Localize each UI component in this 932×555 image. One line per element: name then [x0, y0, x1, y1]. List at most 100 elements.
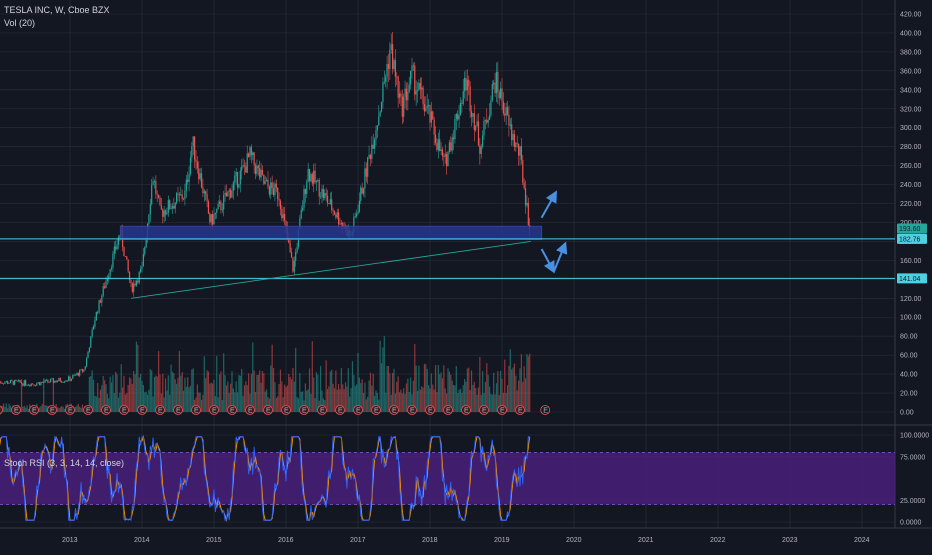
volume-bar: [137, 344, 139, 412]
volume-bar: [387, 366, 390, 412]
price-axis-label: 320.00: [900, 106, 922, 113]
candle-body: [320, 196, 322, 198]
volume-bar: [432, 384, 434, 412]
volume-bar: [116, 374, 118, 412]
volume-bar: [360, 383, 362, 412]
candle-body: [145, 238, 147, 248]
candle-body: [79, 370, 81, 376]
volume-bar: [329, 371, 331, 412]
earnings-marker-icon: [119, 405, 129, 415]
volume-bar: [457, 393, 459, 412]
candle-body: [423, 104, 426, 112]
candle-body: [59, 378, 61, 382]
candle-body: [422, 87, 424, 105]
candle-body: [47, 379, 49, 383]
volume-bar: [144, 392, 146, 412]
volume-bar: [123, 375, 125, 412]
candle-body: [281, 208, 283, 219]
candle-body: [400, 93, 402, 97]
candle-body: [461, 102, 463, 104]
volume-bar: [203, 356, 205, 412]
volume-bar: [403, 388, 405, 412]
volume-bar: [177, 377, 179, 412]
candle-body: [225, 192, 228, 197]
volume-bar: [484, 381, 486, 412]
candle-body: [495, 71, 498, 94]
volume-bar: [518, 380, 520, 412]
candle-body: [88, 347, 90, 353]
candle-body: [5, 381, 7, 383]
volume-bar: [529, 353, 531, 412]
volume-bar: [160, 393, 162, 412]
candle-body: [200, 173, 203, 188]
candle-body: [166, 212, 168, 215]
volume-bar: [128, 377, 131, 412]
candle-body: [99, 300, 102, 303]
volume-bar: [426, 368, 428, 412]
candle-body: [464, 77, 466, 92]
candle-body: [230, 189, 232, 198]
time-axis-label: 2014: [134, 537, 150, 544]
candle-body: [512, 134, 514, 141]
candle-body: [416, 89, 419, 91]
volume-bar: [104, 380, 106, 412]
candle-body: [191, 146, 193, 158]
candle-body: [342, 223, 344, 227]
candle-body: [167, 200, 169, 213]
volume-bar: [217, 397, 219, 412]
candle-body: [104, 286, 106, 288]
volume-bar: [282, 397, 284, 412]
volume-bar: [281, 381, 283, 412]
candle-body: [148, 214, 150, 224]
volume-bar: [44, 405, 46, 412]
earnings-marker-icon: [479, 405, 489, 415]
candle-body: [500, 88, 502, 99]
volume-bar: [206, 370, 208, 412]
volume-bar: [40, 406, 42, 412]
earnings-marker-label: E: [122, 408, 127, 415]
volume-bar: [272, 367, 275, 412]
candle-body: [65, 380, 67, 382]
candle-body: [22, 383, 24, 386]
candle-body: [390, 44, 392, 50]
candle-body: [61, 381, 63, 383]
candle-body: [430, 111, 432, 123]
volume-bar: [390, 394, 392, 412]
stoch-rsi-legend[interactable]: Stoch RSI (3, 3, 14, 14, close): [4, 458, 125, 468]
candle-body: [446, 153, 448, 167]
candle-body: [289, 242, 291, 253]
candle-body: [9, 380, 12, 384]
price-axis-label: 20.00: [900, 391, 918, 398]
candle-body: [138, 271, 140, 283]
earnings-marker-label: E: [500, 408, 505, 415]
volume-bar: [396, 381, 398, 412]
volume-legend[interactable]: Vol (20): [4, 18, 36, 28]
candle-body: [329, 199, 331, 205]
volume-bar: [52, 380, 54, 412]
volume-bar: [264, 391, 266, 412]
earnings-marker-icon: [101, 405, 111, 415]
price-axis-label: 120.00: [900, 296, 922, 303]
volume-bar: [178, 351, 180, 412]
symbol-title[interactable]: TESLA INC, W, Cboe BZX: [4, 5, 110, 15]
stoch-d-line: [0, 434, 531, 523]
candle-body: [313, 170, 315, 184]
volume-bar: [163, 397, 165, 412]
volume-bar: [58, 408, 60, 412]
volume-bar: [475, 388, 477, 412]
candle-body: [486, 119, 488, 123]
candle-body: [333, 210, 336, 215]
price-tag-label: 141.04: [899, 276, 921, 283]
volume-bar: [524, 378, 527, 412]
candle-body: [470, 111, 473, 117]
candle-body: [256, 165, 258, 175]
candle-body: [170, 208, 172, 210]
price-axis-label: 300.00: [900, 125, 922, 132]
volume-bar: [477, 387, 480, 412]
candle-body: [405, 88, 408, 101]
price-axis-label: 200.00: [900, 220, 922, 227]
volume-bar: [63, 408, 66, 412]
volume-bar: [483, 393, 485, 412]
